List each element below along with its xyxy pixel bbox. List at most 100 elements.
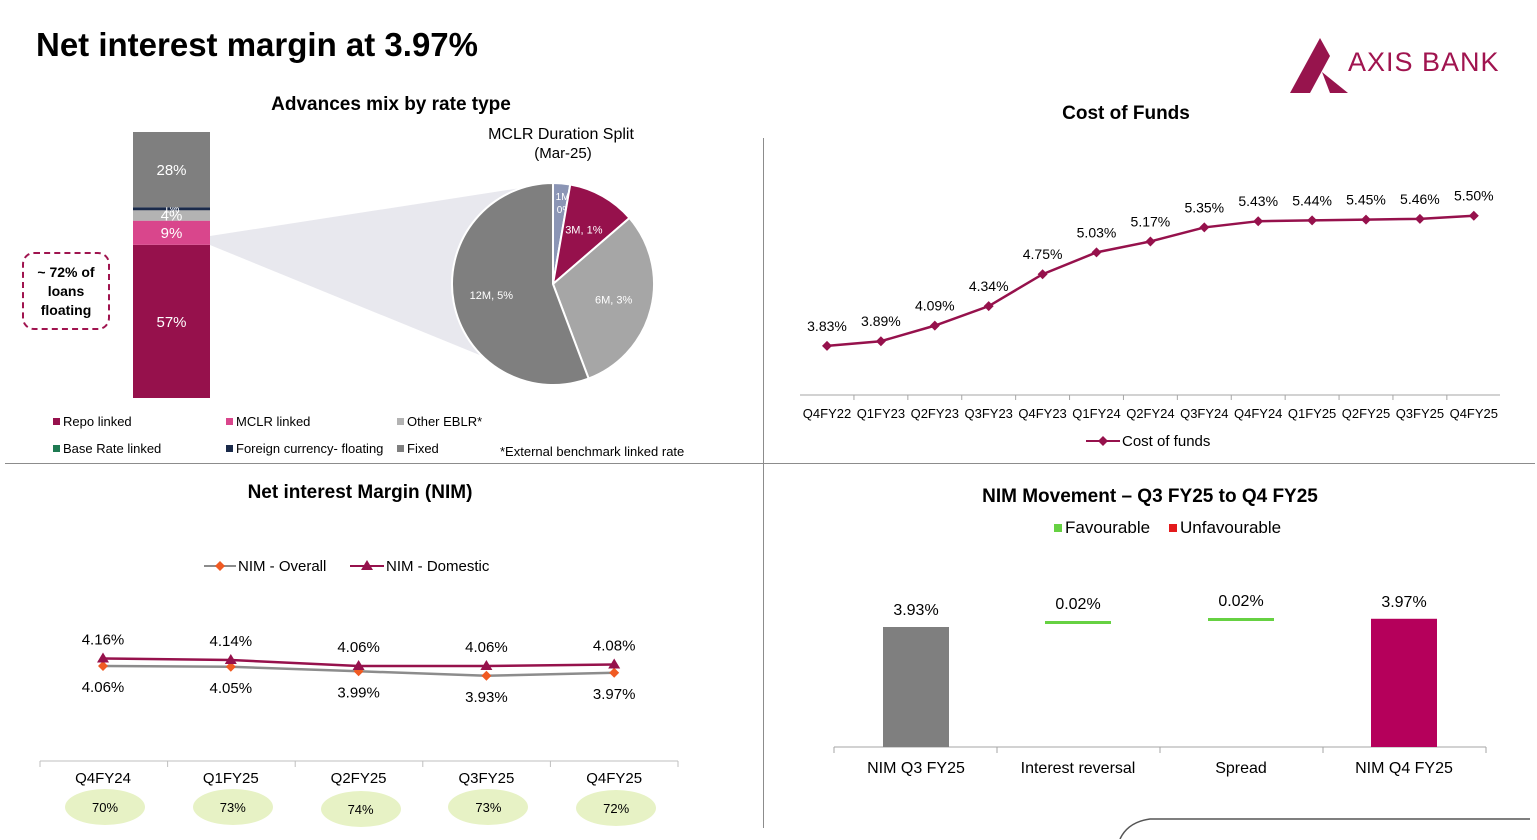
nim-overall-label-3: 3.93% (465, 689, 508, 706)
pie-subtitle: (Mar-25) (534, 145, 592, 162)
wf-value-0: 3.93% (893, 602, 938, 619)
floating-share-pill: 70% (65, 789, 145, 825)
page-title: Net interest margin at 3.97% (36, 26, 478, 63)
cof-point-11 (1414, 213, 1425, 224)
pie-label-2: 6M, 3% (595, 294, 633, 306)
cof-value-label-6: 5.17% (1131, 213, 1171, 229)
cof-value-label-0: 3.83% (807, 318, 847, 334)
nim-domestic-label-2: 4.06% (337, 639, 380, 656)
cof-tick-6: Q2FY24 (1126, 406, 1174, 421)
vertical-divider (763, 138, 764, 828)
cost-of-funds-title: Cost of Funds (1062, 103, 1190, 124)
cof-value-label-2: 4.09% (915, 298, 955, 314)
cof-value-label-11: 5.46% (1400, 191, 1440, 207)
cof-tick-9: Q1FY25 (1288, 406, 1336, 421)
wf-bar-1 (1045, 621, 1111, 624)
cof-value-label-5: 5.03% (1077, 224, 1117, 240)
nim-domestic-point-2 (352, 660, 365, 670)
cof-point-9 (1307, 215, 1318, 226)
floating-loans-callout: ~ 72% of loans floating (22, 252, 110, 330)
pie-slice-2 (551, 216, 655, 380)
wf-tick-0: NIM Q3 FY25 (867, 760, 965, 777)
cof-tick-8: Q4FY24 (1234, 406, 1282, 421)
legend-foreign-currency: Foreign currency- floating (226, 441, 383, 456)
legend-base-rate: Base Rate linked (53, 441, 161, 456)
cof-value-label-3: 4.34% (969, 278, 1009, 294)
nim-overall-point-4 (609, 667, 620, 678)
nim-domestic-point-4 (608, 658, 621, 669)
nim-overall-label-0: 4.06% (82, 679, 125, 696)
wf-tick-3: NIM Q4 FY25 (1355, 760, 1453, 777)
wf-value-2: 0.02% (1218, 593, 1263, 610)
stack-label-2: 4% (161, 208, 183, 225)
nim-title: Net interest Margin (NIM) (247, 482, 473, 503)
nim-tick-1: Q1FY25 (203, 770, 259, 787)
cof-point-6 (1145, 236, 1156, 247)
pie-label-3: 12M, 5% (470, 290, 514, 302)
cof-point-0 (822, 340, 832, 351)
cof-value-label-4: 4.75% (1023, 246, 1063, 262)
pie-slice-1 (551, 183, 631, 287)
stack-label-0: 57% (156, 314, 186, 331)
horizontal-divider (5, 463, 1535, 464)
wf-tick-1: Interest reversal (1021, 760, 1136, 777)
floating-share-pill: 73% (192, 789, 273, 825)
cof-value-label-8: 5.43% (1238, 193, 1278, 209)
pie-label-0: 1M, 0% (556, 192, 573, 216)
nim-tick-0: Q4FY24 (75, 770, 131, 787)
nim-domestic-label-0: 4.16% (82, 632, 125, 649)
cof-tick-12: Q4FY25 (1450, 406, 1498, 421)
legend-favourable: Favourable (1054, 518, 1150, 538)
stack-label-5: 28% (156, 162, 186, 179)
cost-of-funds-chart: 3.83% Q4FY22 3.89% Q1FY23 4.09% Q2FY23 4.34% Q3… (800, 188, 1500, 450)
nim-domestic-point-1 (224, 654, 237, 664)
wf-bar-3 (1371, 618, 1437, 747)
wf-bar-0 (883, 627, 949, 747)
stack-segment-4 (133, 207, 210, 211)
nim-legend: NIM - Overall NIM - Domestic (204, 558, 490, 575)
nim-tick-3: Q3FY25 (458, 770, 514, 787)
nim-legend-domestic: NIM - Domestic (386, 558, 490, 575)
pie-title: MCLR Duration Split (488, 126, 634, 143)
nim-overall-label-2: 3.99% (337, 684, 380, 701)
cof-point-1 (875, 336, 886, 347)
floating-share-pill: 74% (320, 791, 401, 827)
cof-tick-4: Q4FY23 (1018, 406, 1066, 421)
cof-point-5 (1091, 247, 1102, 258)
nim-overall-point-0 (98, 661, 108, 671)
cof-point-7 (1199, 222, 1210, 233)
cof-point-8 (1253, 216, 1264, 227)
pie-slice-3 (451, 181, 590, 386)
axis-bank-logo: AXIS BANK (1286, 36, 1499, 99)
nim-chart: NIM - Overall NIM - Domestic 4.06% 4.05% 3… (39, 558, 679, 787)
eblr-footnote: *External benchmark linked rate (500, 444, 685, 459)
cof-tick-2: Q2FY23 (911, 406, 959, 421)
nim-overall-label-1: 4.05% (210, 680, 253, 697)
nim-domestic-label-4: 4.08% (593, 638, 636, 655)
nim-domestic-label-1: 4.14% (210, 633, 253, 650)
nim-domestic-point-3 (480, 660, 493, 670)
legend-unfavourable: Unfavourable (1169, 518, 1281, 538)
legend-fixed: Fixed (397, 441, 439, 456)
cof-point-10 (1361, 214, 1371, 225)
cof-point-4 (1037, 269, 1048, 280)
cof-point-2 (929, 320, 940, 331)
cof-point-3 (983, 301, 994, 312)
cof-value-label-7: 5.35% (1184, 199, 1224, 215)
nim-movement-title: NIM Movement – Q3 FY25 to Q4 FY25 (982, 486, 1318, 507)
nim-movement-chart: 3.93% NIM Q3 FY25 0.02% Interest reversal 0.… (833, 593, 1530, 839)
nim-tick-4: Q4FY25 (586, 770, 642, 787)
cof-value-label-9: 5.44% (1292, 192, 1332, 208)
cof-tick-3: Q3FY23 (964, 406, 1012, 421)
nim-tick-2: Q2FY25 (331, 770, 387, 787)
cof-tick-11: Q3FY25 (1396, 406, 1444, 421)
cof-tick-0: Q4FY22 (803, 406, 851, 421)
nim-domestic-point-0 (97, 652, 109, 663)
cof-tick-1: Q1FY23 (857, 406, 905, 421)
wf-bar-2 (1208, 618, 1274, 621)
advances-mix-chart: 57%9%4%1%28% 1M, 0%3M, 1%6M, 3%12M, 5% MC… (133, 126, 655, 398)
cof-line (826, 214, 1474, 348)
legend-other-eblr: Other EBLR* (397, 414, 482, 429)
cof-value-label-10: 5.45% (1346, 192, 1386, 208)
legend-repo: Repo linked (53, 414, 132, 429)
